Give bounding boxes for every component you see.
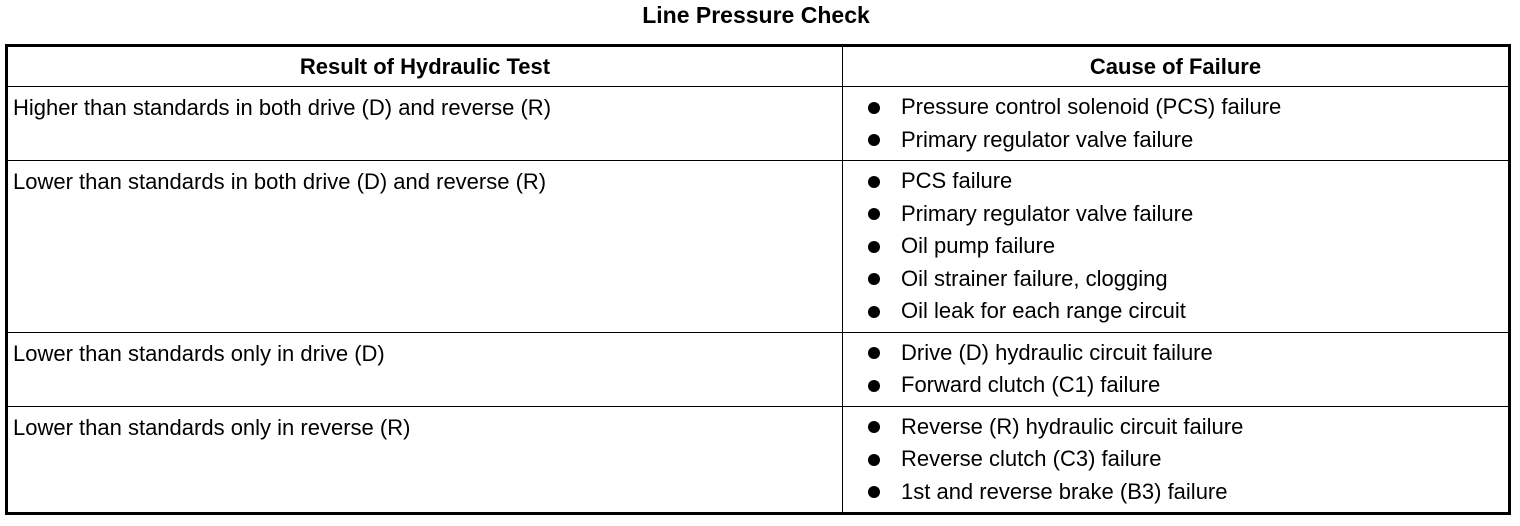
bullet-icon xyxy=(868,421,880,433)
list-item: Oil leak for each range circuit xyxy=(868,295,1508,328)
table-row: Lower than standards in both drive (D) a… xyxy=(6,160,1510,333)
list-item: Pressure control solenoid (PCS) failure xyxy=(868,91,1508,124)
page-title: Line Pressure Check xyxy=(642,2,870,28)
cause-list: Reverse (R) hydraulic circuit failure Re… xyxy=(868,411,1508,509)
causes-cell: Reverse (R) hydraulic circuit failure Re… xyxy=(842,405,1510,514)
bullet-icon xyxy=(868,273,880,285)
cause-text: Forward clutch (C1) failure xyxy=(901,372,1161,397)
bullet-icon xyxy=(868,208,880,220)
table-row: Lower than standards only in reverse (R)… xyxy=(6,405,1510,514)
bullet-icon xyxy=(868,379,880,392)
list-item: 1st and reverse brake (B3) failure xyxy=(868,476,1508,509)
line-pressure-table: Result of Hydraulic Test Cause of Failur… xyxy=(5,44,1511,515)
cause-text: Reverse (R) hydraulic circuit failure xyxy=(901,413,1244,439)
bullet-icon xyxy=(868,101,880,114)
cause-text: Primary regulator valve failure xyxy=(901,126,1194,152)
list-item: PCS failure xyxy=(868,165,1508,198)
cause-text: Drive (D) hydraulic circuit failure xyxy=(901,339,1213,365)
bullet-icon xyxy=(868,134,880,146)
cause-text: Oil leak for each range circuit xyxy=(901,298,1186,323)
cause-text: 1st and reverse brake (B3) failure xyxy=(901,478,1228,504)
cause-list: Pressure control solenoid (PCS) failure … xyxy=(868,91,1508,156)
cause-list: PCS failure Primary regulator valve fail… xyxy=(868,165,1508,328)
list-item: Reverse clutch (C3) failure xyxy=(868,443,1508,476)
bullet-icon xyxy=(868,305,880,318)
causes-cell: Drive (D) hydraulic circuit failure Forw… xyxy=(842,331,1510,407)
table-row: Lower than standards only in drive (D) D… xyxy=(6,331,1510,407)
causes-cell: Pressure control solenoid (PCS) failure … xyxy=(842,86,1510,161)
cause-text: PCS failure xyxy=(901,168,1013,193)
result-cell: Lower than standards in both drive (D) a… xyxy=(6,160,843,333)
result-cell: Higher than standards in both drive (D) … xyxy=(6,86,843,161)
bullet-icon xyxy=(868,486,880,498)
cause-text: Reverse clutch (C3) failure xyxy=(901,446,1162,471)
result-cell: Lower than standards only in reverse (R) xyxy=(6,405,843,514)
list-item: Oil pump failure xyxy=(868,230,1508,263)
cause-text: Oil strainer failure, clogging xyxy=(901,265,1168,291)
bullet-icon xyxy=(868,347,880,359)
causes-cell: PCS failure Primary regulator valve fail… xyxy=(842,160,1510,333)
column-header-result: Result of Hydraulic Test xyxy=(6,45,843,87)
list-item: Oil strainer failure, clogging xyxy=(868,263,1508,296)
table-row: Higher than standards in both drive (D) … xyxy=(6,86,1510,161)
list-item: Primary regulator valve failure xyxy=(868,198,1508,231)
list-item: Primary regulator valve failure xyxy=(868,124,1508,157)
bullet-icon xyxy=(868,240,880,253)
table-header-row: Result of Hydraulic Test Cause of Failur… xyxy=(6,45,1510,87)
cause-text: Pressure control solenoid (PCS) failure xyxy=(901,94,1282,119)
cause-text: Primary regulator valve failure xyxy=(901,200,1194,226)
list-item: Forward clutch (C1) failure xyxy=(868,369,1508,402)
bullet-icon xyxy=(868,453,880,466)
cause-list: Drive (D) hydraulic circuit failure Forw… xyxy=(868,337,1508,402)
column-header-cause: Cause of Failure xyxy=(842,45,1510,87)
list-item: Reverse (R) hydraulic circuit failure xyxy=(868,411,1508,444)
list-item: Drive (D) hydraulic circuit failure xyxy=(868,337,1508,370)
result-cell: Lower than standards only in drive (D) xyxy=(6,331,843,407)
bullet-icon xyxy=(868,175,880,188)
cause-text: Oil pump failure xyxy=(901,233,1056,258)
